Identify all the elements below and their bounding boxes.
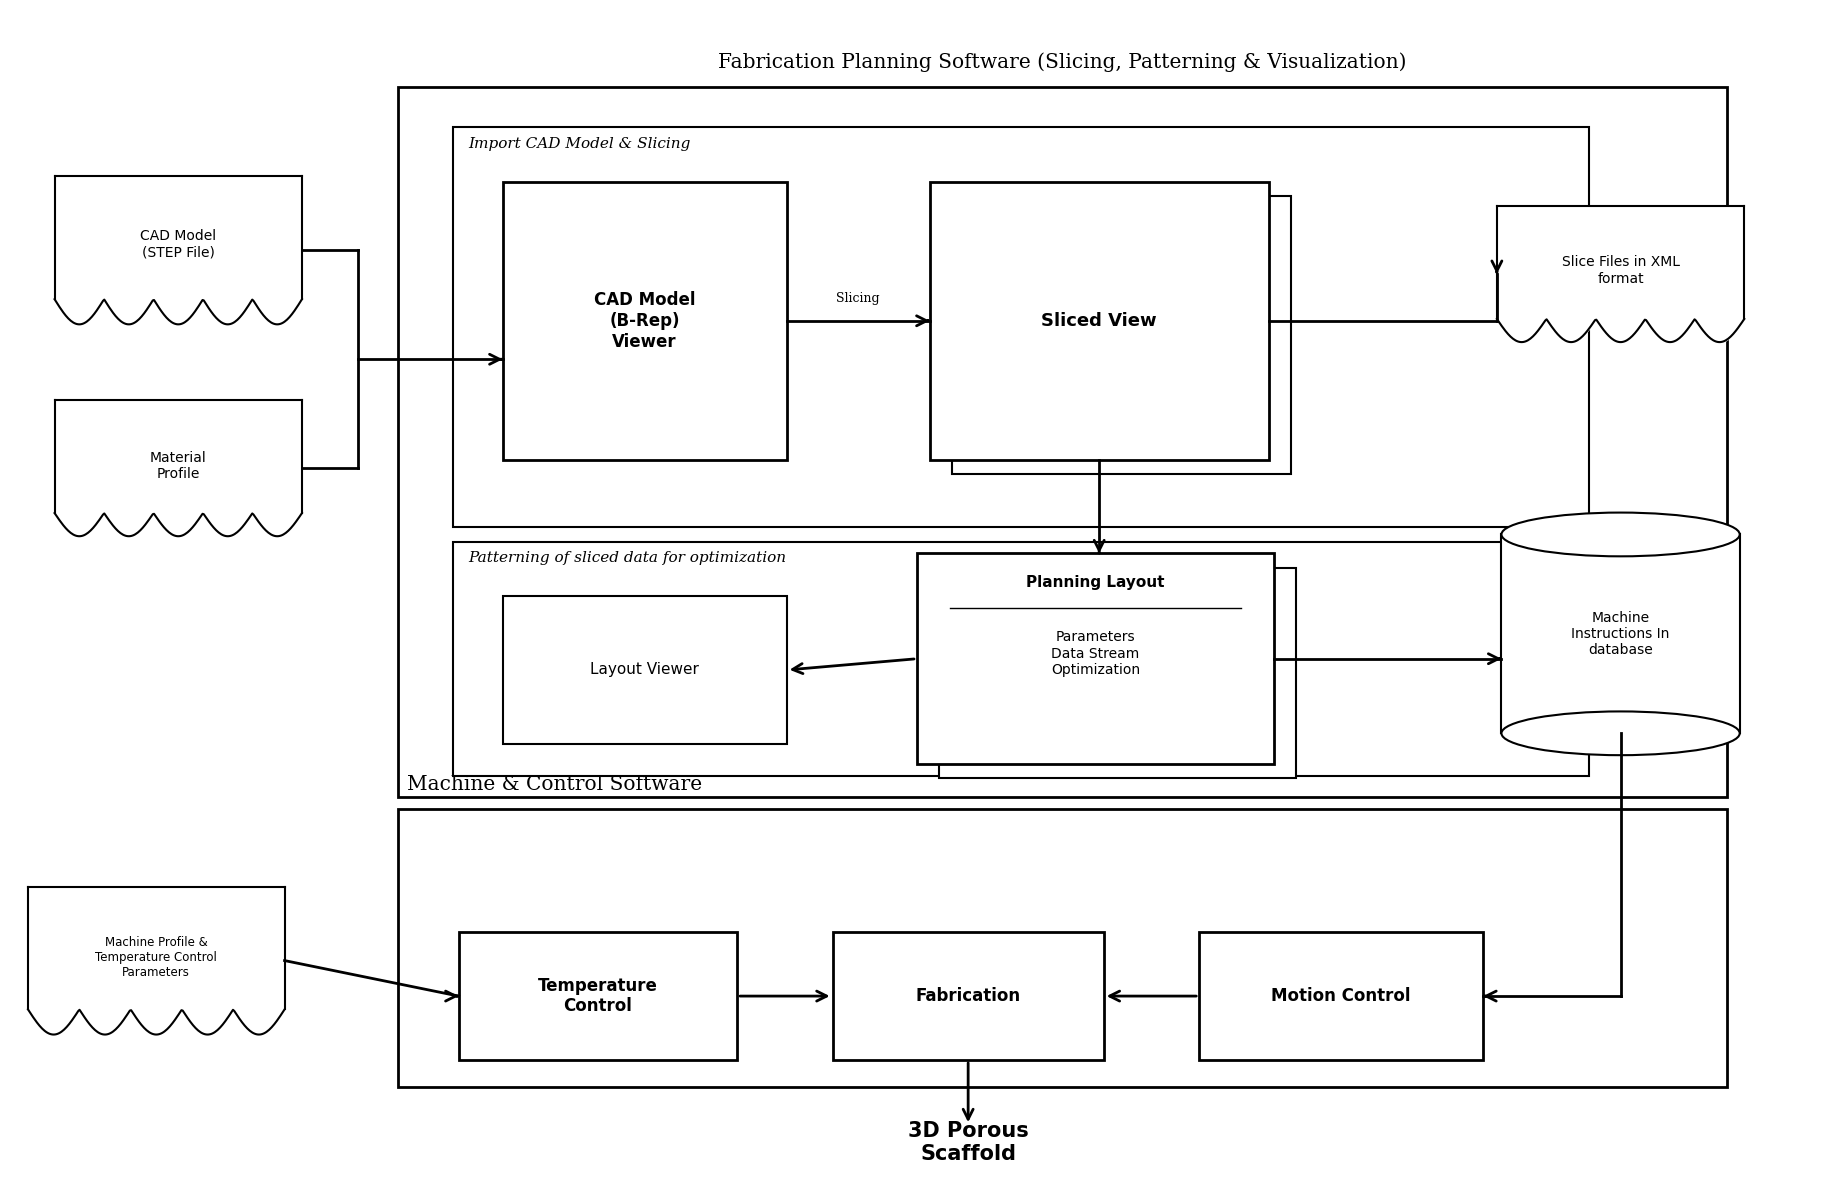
FancyBboxPatch shape [398,87,1727,797]
Text: Machine Profile &
Temperature Control
Parameters: Machine Profile & Temperature Control Pa… [96,936,217,979]
FancyBboxPatch shape [1198,932,1484,1060]
FancyBboxPatch shape [398,809,1727,1087]
Text: Machine & Control Software: Machine & Control Software [407,775,703,794]
Polygon shape [28,887,285,1010]
Text: Fabrication: Fabrication [915,987,1020,1005]
Text: Temperature
Control: Temperature Control [538,976,657,1016]
Text: Layout Viewer: Layout Viewer [591,663,700,677]
Polygon shape [55,401,302,513]
Text: Patterning of sliced data for optimization: Patterning of sliced data for optimizati… [468,551,786,565]
FancyBboxPatch shape [458,932,736,1060]
FancyBboxPatch shape [453,128,1589,527]
Text: Slicing: Slicing [836,292,880,305]
Text: Fabrication Planning Software (Slicing, Patterning & Visualization): Fabrication Planning Software (Slicing, … [718,52,1407,72]
Text: Sliced View: Sliced View [1042,312,1156,330]
Text: Planning Layout: Planning Layout [1025,575,1165,590]
Text: 3D Porous
Scaffold: 3D Porous Scaffold [908,1122,1029,1165]
Ellipse shape [1502,513,1740,557]
Text: CAD Model
(B-Rep)
Viewer: CAD Model (B-Rep) Viewer [595,291,696,350]
FancyBboxPatch shape [453,541,1589,776]
Text: CAD Model
(STEP File): CAD Model (STEP File) [140,229,217,260]
Text: Material
Profile: Material Profile [149,451,206,480]
Text: Import CAD Model & Slicing: Import CAD Model & Slicing [468,137,690,150]
FancyBboxPatch shape [952,195,1291,474]
FancyBboxPatch shape [917,553,1274,764]
Polygon shape [1502,534,1740,733]
Text: Machine
Instructions In
database: Machine Instructions In database [1572,610,1670,657]
Text: Slice Files in XML
format: Slice Files in XML format [1561,255,1679,286]
Ellipse shape [1502,712,1740,756]
Polygon shape [1497,206,1743,319]
FancyBboxPatch shape [832,932,1105,1060]
FancyBboxPatch shape [930,181,1268,460]
Polygon shape [55,176,302,299]
Text: Parameters
Data Stream
Optimization: Parameters Data Stream Optimization [1051,631,1140,677]
FancyBboxPatch shape [939,567,1296,778]
FancyBboxPatch shape [503,181,786,460]
FancyBboxPatch shape [503,596,786,744]
Text: Motion Control: Motion Control [1272,987,1410,1005]
